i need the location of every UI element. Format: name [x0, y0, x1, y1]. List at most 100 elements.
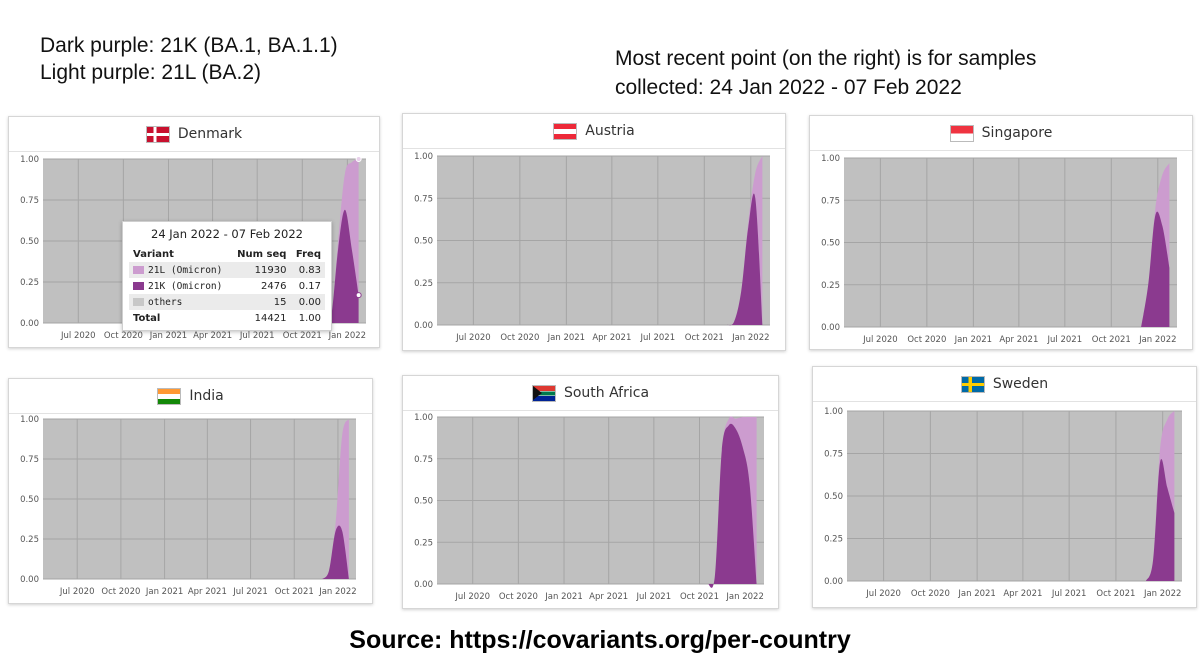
x-tick-label: Oct 2021: [680, 592, 719, 602]
legend-line-light-purple: Light purple: 21L (BA.2): [40, 61, 262, 84]
tooltip-header-variant: Variant: [133, 248, 174, 260]
x-tick-label: Jan 2022: [731, 333, 769, 343]
y-tick-label: 0.75: [20, 455, 39, 465]
area-chart-sweden: 0.00 0.25 0.50 0.75 1.00 Jul 2020 Oct 2020 Jan …: [824, 407, 1182, 599]
x-tick-label: Jul 2020: [60, 331, 96, 341]
x-tick-label: Oct 2020: [104, 331, 143, 341]
x-tick-label: Jan 2021: [149, 331, 187, 341]
swatch-21k: [133, 282, 144, 290]
source-caption: Source: https://covariants.org/per-count…: [349, 626, 851, 654]
series-21k-area: [727, 193, 763, 326]
x-tick-label: Oct 2020: [911, 589, 950, 599]
x-tick-label: Jan 2021: [954, 335, 992, 345]
x-tick-label: Oct 2021: [1096, 589, 1135, 599]
legend-line-dark-purple: Dark purple: 21K (BA.1, BA.1.1): [40, 34, 338, 57]
series-21k-area: [1145, 459, 1175, 581]
y-tick-label: 1.00: [414, 413, 433, 423]
panel-header: Denmark: [9, 117, 379, 152]
y-tick-label: 0.25: [414, 279, 433, 289]
x-tick-label: Apr 2021: [999, 335, 1038, 345]
y-tick-label: 0.25: [821, 281, 840, 291]
x-tick-label: Jul 2020: [862, 335, 898, 345]
series-21k-area: [707, 423, 757, 588]
tooltip-header-row: Variant Num seq Freq: [129, 246, 325, 262]
series-21l-area: [324, 159, 359, 325]
x-tick-label: Jul 2021: [239, 331, 275, 341]
x-tick-label: Jul 2021: [640, 333, 676, 343]
tooltip-freq: 0.17: [298, 280, 321, 292]
recent-note-line1: Most recent point (on the right) is for …: [615, 47, 1037, 70]
series-21k-area: [322, 525, 349, 579]
x-tick-label: Apr 2021: [589, 592, 628, 602]
y-tick-label: 0.00: [821, 323, 840, 333]
tooltip-variant: 21L (Omicron): [148, 264, 223, 276]
series-21l-area: [1141, 163, 1170, 327]
series-21l-area: [707, 416, 757, 588]
x-tick-label: Jul 2021: [1051, 589, 1087, 599]
y-tick-label: 1.00: [824, 407, 843, 417]
denmark-flag-icon: [145, 125, 170, 143]
tooltip-total-label: Total: [133, 312, 161, 324]
x-tick-label: Jan 2022: [1143, 589, 1181, 599]
tooltip-freq: 0.83: [298, 264, 321, 276]
x-tick-label: Jul 2021: [232, 587, 268, 597]
y-tick-label: 0.75: [824, 450, 843, 460]
series-21l-area: [1145, 411, 1175, 581]
x-tick-label: Jan 2022: [328, 331, 366, 341]
y-tick-label: 0.00: [414, 580, 433, 590]
series-21k-area: [324, 209, 359, 324]
austria-flag-icon: [553, 122, 578, 140]
chart-panel-india: India 0.00 0.25 0.50 0.75 1.00 Jul 2020 Oct 20…: [8, 378, 373, 604]
tooltip-freq: 0.00: [298, 296, 321, 308]
y-tick-label: 0.50: [414, 497, 433, 507]
x-tick-label: Oct 2021: [1092, 335, 1131, 345]
y-tick-label: 0.50: [824, 492, 843, 502]
tooltip-num-seq: 2476: [261, 280, 287, 292]
y-tick-label: 1.00: [821, 154, 840, 164]
x-tick-label: Jan 2021: [145, 587, 183, 597]
tooltip-num-seq: 11930: [254, 264, 287, 276]
y-tick-label: 1.00: [20, 155, 39, 165]
hover-point-21k: [355, 292, 362, 299]
x-tick-label: Oct 2021: [685, 333, 724, 343]
tooltip-total-num-seq: 14421: [254, 312, 287, 324]
tooltip-variant: 21K (Omicron): [148, 280, 223, 292]
chart-panel-sweden: Sweden 0.00 0.25 0.50 0.75 1.00 Jul 2020 Oct 2…: [812, 366, 1197, 608]
x-tick-label: Jul 2021: [636, 592, 672, 602]
hover-point-21l: [355, 156, 362, 162]
tooltip-row: 21L (Omicron) 11930 0.83: [129, 262, 325, 278]
tooltip-header-num-seq: Num seq: [237, 248, 287, 260]
x-tick-label: Jan 2022: [318, 587, 356, 597]
x-tick-label: Jan 2021: [957, 589, 995, 599]
y-tick-label: 0.00: [414, 321, 433, 331]
panel-header: South Africa: [403, 376, 778, 411]
tooltip-title: 24 Jan 2022 - 07 Feb 2022: [151, 227, 303, 241]
area-chart-austria: 0.00 0.25 0.50 0.75 1.00 Jul 2020 Oct 2020 Jan …: [414, 152, 770, 343]
y-tick-label: 0.50: [821, 239, 840, 249]
y-tick-label: 0.25: [20, 278, 39, 288]
panel-title: Singapore: [981, 125, 1053, 141]
south-africa-flag-icon: [531, 384, 556, 402]
variant-color-note: Dark purple: 21K (BA.1, BA.1.1) Light pu…: [40, 32, 338, 86]
panel-title: Sweden: [992, 376, 1049, 392]
x-tick-label: Jan 2022: [1138, 335, 1176, 345]
panel-title: Denmark: [177, 126, 243, 142]
area-chart-india: 0.00 0.25 0.50 0.75 1.00 Jul 2020 Oct 2020 Jan …: [20, 415, 357, 597]
x-tick-label: Jul 2021: [1047, 335, 1083, 345]
tooltip-table: Variant Num seq Freq 21L (Omicron) 11930…: [129, 246, 325, 326]
chart-panel-austria: Austria 0.00 0.25 0.50 0.75 1.00 Jul 2020 Oct …: [402, 113, 786, 351]
y-tick-label: 1.00: [414, 152, 433, 162]
y-tick-label: 0.75: [20, 196, 39, 206]
y-tick-label: 0.50: [414, 237, 433, 247]
y-tick-label: 0.00: [20, 319, 39, 329]
panel-title: South Africa: [563, 385, 650, 401]
y-tick-label: 0.50: [20, 237, 39, 247]
x-tick-label: Jan 2021: [547, 333, 585, 343]
panel-header: India: [9, 379, 372, 414]
tooltip-row: 21K (Omicron) 2476 0.17: [129, 278, 325, 294]
y-tick-label: 0.00: [20, 575, 39, 585]
panel-title: Austria: [585, 123, 635, 139]
x-tick-label: Apr 2021: [592, 333, 631, 343]
area-chart-south-africa: 0.00 0.25 0.50 0.75 1.00 Jul 2020 Oct 2020 Jan …: [414, 413, 764, 602]
tooltip-total-row: Total 14421 1.00: [129, 310, 325, 326]
